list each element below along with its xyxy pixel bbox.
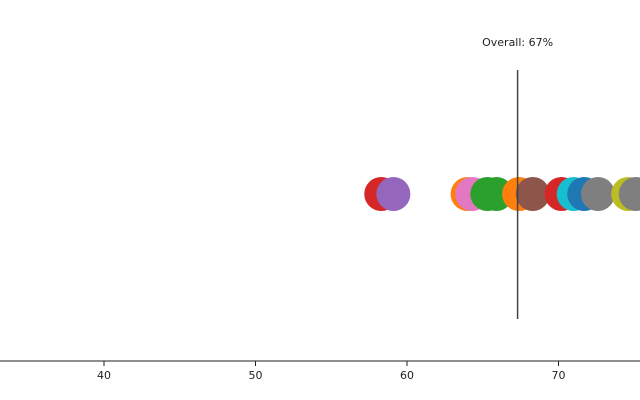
data-point-14 xyxy=(618,177,640,211)
overall-reference-label: Overall: 67% xyxy=(482,36,553,49)
x-tick-label-50: 50 xyxy=(249,369,263,382)
x-tick-label-40: 40 xyxy=(97,369,111,382)
data-point-2 xyxy=(376,177,411,211)
x-axis-ticks: 40 50 60 70 xyxy=(97,361,566,382)
x-tick-label-60: 60 xyxy=(400,369,414,382)
data-point-8 xyxy=(515,177,550,211)
x-tick-label-70: 70 xyxy=(552,369,566,382)
data-points xyxy=(364,177,640,211)
data-point-12 xyxy=(580,177,615,211)
